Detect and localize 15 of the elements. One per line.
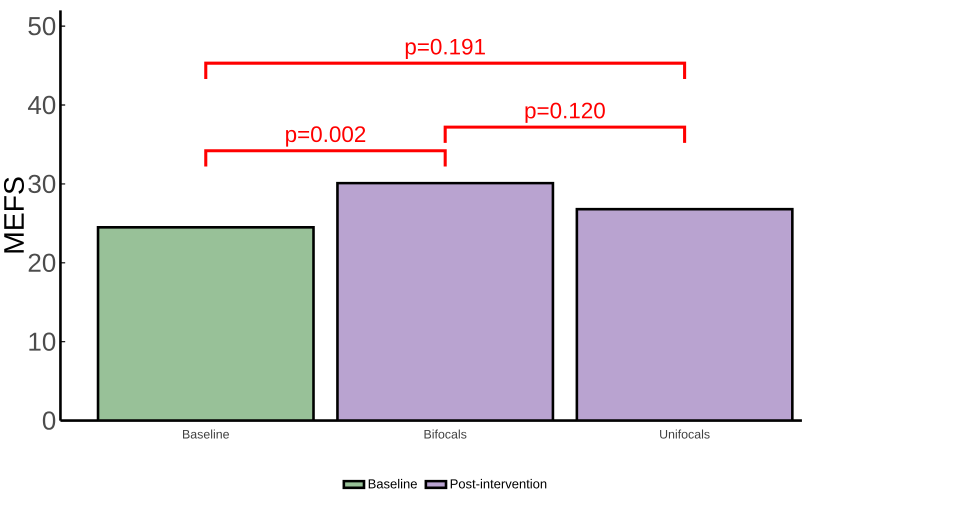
y-tick-label: 30 [28,174,56,194]
x-tick-label: Unifocals [660,430,710,439]
annotation: p=0.002 [286,126,366,147]
y-tick-label: 40 [28,96,56,114]
x-tick-label: Baseline [183,430,229,439]
y-tick-label: 10 [29,332,56,351]
legend-label: Baseline [368,478,417,488]
annotation: p=0.120 [525,102,605,123]
y-axis-title: MEFS [4,177,24,252]
y-tick-label: 50 [28,16,56,36]
y-tick-label: 0 [42,411,56,430]
x-tick-label: Bifocals [424,430,466,439]
annotation: p=0.191 [406,38,485,60]
y-tick-label: 20 [28,254,56,272]
legend-label: Post-intervention [450,478,546,488]
